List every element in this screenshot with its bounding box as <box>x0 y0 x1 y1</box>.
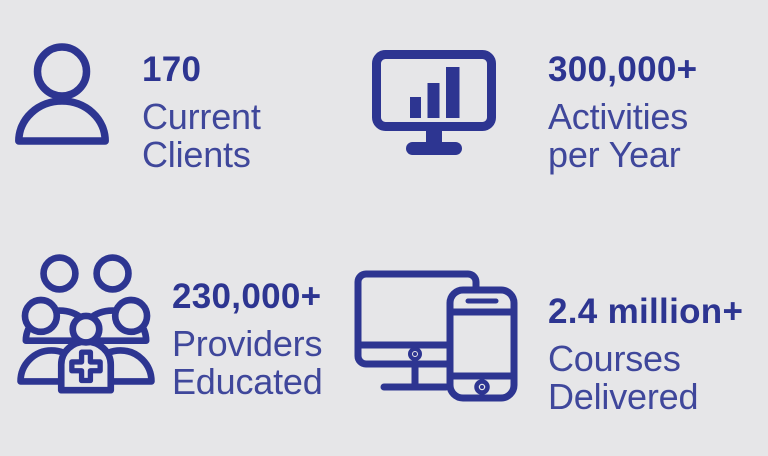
stat-activities: 300,000+ Activities per Year <box>548 52 697 174</box>
stat-providers: 230,000+ Providers Educated <box>172 279 323 401</box>
person-icon <box>15 43 109 145</box>
stat-label: Courses Delivered <box>548 338 699 417</box>
stat-current-clients: 170 Current Clients <box>142 52 261 174</box>
stat-label: Activities per Year <box>548 96 689 175</box>
stat-number: 170 <box>142 50 202 89</box>
stat-number: 300,000+ <box>548 50 698 89</box>
monitor-bar-chart-icon <box>372 50 496 158</box>
desktop-and-phone-icon <box>354 270 522 404</box>
stat-label: Providers Educated <box>172 323 323 402</box>
stat-number: 230,000+ <box>172 277 322 316</box>
stat-label: Current Clients <box>142 96 261 175</box>
medical-cross-icon <box>69 349 103 384</box>
stat-courses: 2.4 million+ Courses Delivered <box>548 294 743 416</box>
providers-group-icon <box>17 252 155 394</box>
stat-number: 2.4 million+ <box>548 292 744 331</box>
